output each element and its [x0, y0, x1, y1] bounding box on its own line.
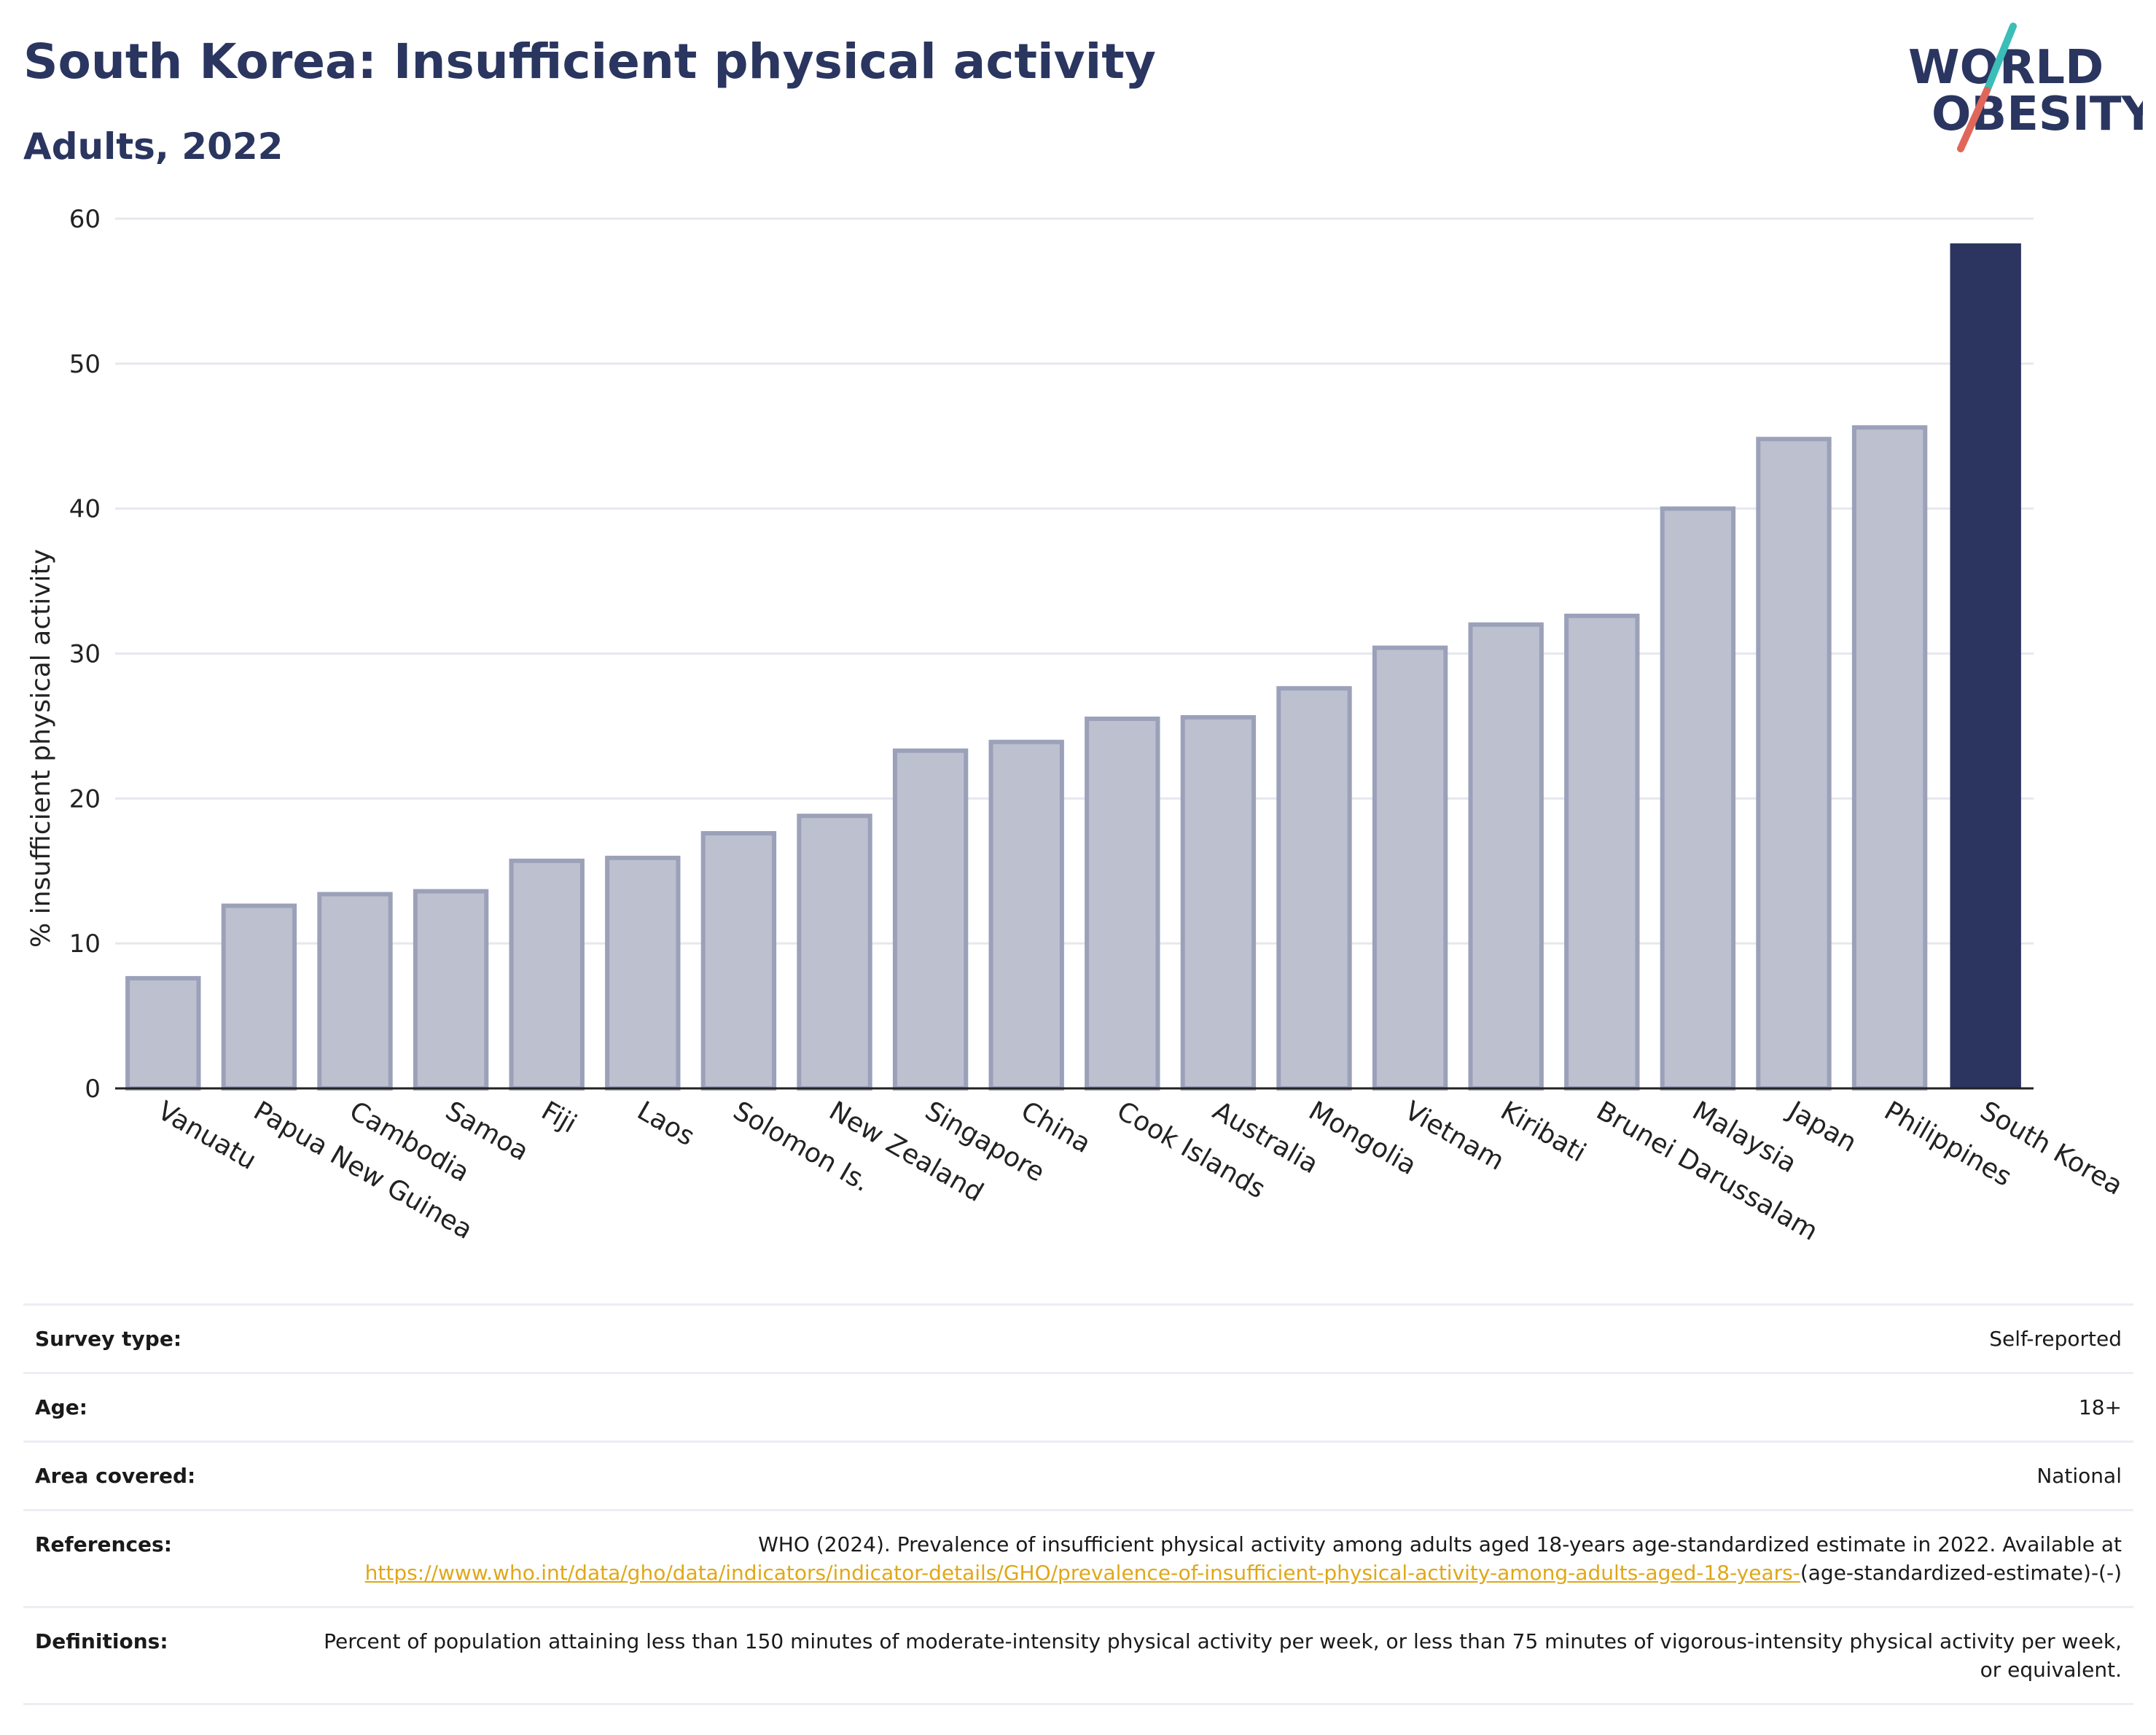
bar-singapore — [892, 748, 969, 1091]
bar-vietnam — [1372, 645, 1448, 1091]
reference-text: WHO (2024). Prevalence of insufficient p… — [758, 1532, 2122, 1556]
info-value: 18+ — [2078, 1395, 2122, 1419]
info-label: References: — [35, 1532, 172, 1556]
info-value: WHO (2024). Prevalence of insufficient p… — [287, 1510, 2133, 1607]
info-row-age: Age: 18+ — [23, 1373, 2133, 1442]
info-value: National — [2036, 1464, 2122, 1488]
x-tick-label: Laos — [632, 1096, 699, 1152]
x-tick-label: Kiribati — [1496, 1096, 1591, 1168]
bar-fiji — [509, 858, 585, 1091]
info-value: Self-reported — [1989, 1327, 2122, 1351]
info-label: Survey type: — [35, 1327, 182, 1351]
page-subtitle: Adults, 2022 — [23, 125, 284, 168]
bar-new-zealand — [797, 814, 872, 1091]
info-value: Percent of population attaining less tha… — [324, 1629, 2122, 1682]
bar-papua-new-guinea — [221, 903, 297, 1091]
bar-japan — [1756, 437, 1832, 1091]
bar-vanuatu — [125, 975, 201, 1091]
info-row-definitions: Definitions: Percent of population attai… — [23, 1607, 2133, 1704]
logo-slash-coral — [1957, 87, 1991, 152]
bar-cook-islands — [1085, 716, 1160, 1091]
y-tick-label: 60 — [69, 205, 101, 234]
bar-south-korea — [1950, 243, 2021, 1089]
info-row-references: References: WHO (2024). Prevalence of in… — [23, 1510, 2133, 1607]
y-tick-label: 50 — [69, 350, 101, 379]
x-tick-label: Mongolia — [1304, 1096, 1422, 1181]
bar-solomon-is — [700, 831, 777, 1091]
info-label: Age: — [35, 1395, 87, 1419]
info-table: Survey type: Self-reported Age: 18+ Area… — [23, 1303, 2133, 1705]
y-tick-label: 40 — [69, 495, 101, 524]
bar-australia — [1180, 714, 1257, 1091]
bar-laos — [605, 855, 681, 1091]
info-row-survey-type: Survey type: Self-reported — [23, 1304, 2133, 1373]
bar-samoa — [413, 889, 489, 1091]
world-obesity-logo: WORLD OBESITY — [1908, 23, 2143, 152]
page-title: South Korea: Insufficient physical activ… — [23, 34, 1156, 90]
logo-word-obesity: OBESITY — [1932, 87, 2143, 141]
bar-philippines — [1851, 425, 1928, 1091]
reference-link[interactable]: https://www.who.int/data/gho/data/indica… — [364, 1561, 1800, 1585]
x-tick-label: Vanuatu — [152, 1096, 261, 1176]
bar-kiribati — [1468, 622, 1544, 1091]
info-label: Area covered: — [35, 1464, 196, 1488]
bar-brunei-darussalam — [1564, 613, 1640, 1091]
bar-cambodia — [317, 892, 393, 1091]
y-tick-label: 30 — [69, 640, 101, 669]
info-row-area-covered: Area covered: National — [23, 1441, 2133, 1510]
logo-slash-teal — [1983, 23, 2017, 94]
reference-text-suffix: (age-standardized-estimate)-(-) — [1800, 1561, 2122, 1585]
bar-mongolia — [1276, 686, 1352, 1091]
bar-china — [988, 739, 1064, 1091]
y-tick-label: 0 — [85, 1075, 101, 1104]
y-axis-title: % insufficient physical activity — [26, 549, 56, 948]
bar-malaysia — [1660, 506, 1736, 1091]
y-tick-label: 10 — [69, 929, 101, 959]
info-label: Definitions: — [35, 1629, 168, 1653]
y-tick-label: 20 — [69, 784, 101, 814]
x-tick-label: Fiji — [536, 1096, 582, 1139]
